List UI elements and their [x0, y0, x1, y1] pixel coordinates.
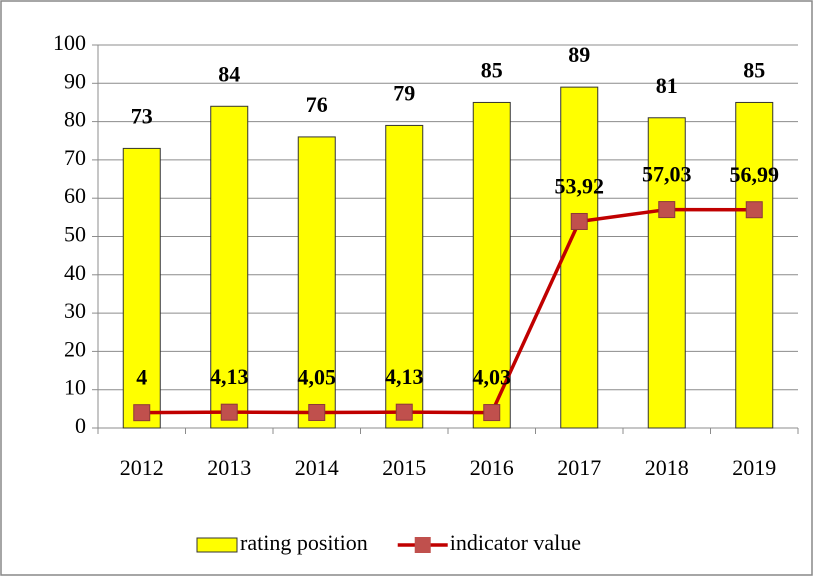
marker [570, 212, 588, 230]
bar [385, 124, 424, 429]
data-label: 4,05 [298, 365, 337, 390]
y-tick-label: 60 [64, 183, 86, 208]
data-label: 4 [136, 365, 147, 390]
x-tick-label: 2012 [120, 455, 164, 480]
bar [297, 136, 336, 429]
bar [560, 86, 599, 429]
y-tick-label: 50 [64, 222, 86, 247]
x-tick-label: 2014 [295, 455, 339, 480]
data-label: 85 [481, 57, 503, 82]
x-tick-label: 2016 [470, 455, 514, 480]
legend-marker [414, 537, 431, 553]
y-tick-label: 20 [64, 336, 86, 361]
y-tick-label: 0 [75, 413, 86, 438]
y-tick-label: 90 [64, 68, 86, 93]
data-label: 89 [568, 42, 590, 67]
x-tick-label: 2019 [732, 455, 776, 480]
data-label: 79 [393, 80, 415, 105]
data-label: 84 [218, 61, 240, 86]
legend-label: rating position [240, 530, 368, 555]
y-tick-label: 10 [64, 375, 86, 400]
x-tick-label: 2013 [207, 455, 251, 480]
data-label: 53,92 [555, 174, 605, 199]
y-tick-label: 100 [53, 30, 86, 55]
data-label: 4,13 [210, 364, 249, 389]
marker [395, 403, 413, 421]
x-tick-label: 2018 [645, 455, 689, 480]
bar [735, 101, 774, 429]
y-tick-label: 40 [64, 260, 86, 285]
data-label: 76 [306, 92, 328, 117]
marker [308, 403, 326, 421]
marker [483, 404, 501, 422]
y-tick-label: 80 [64, 107, 86, 132]
data-label: 81 [656, 73, 678, 98]
marker [745, 201, 763, 219]
legend-label: indicator value [450, 530, 581, 555]
bar [122, 147, 161, 429]
legend-swatch [196, 537, 238, 553]
data-label: 56,99 [730, 162, 780, 187]
bar [647, 117, 686, 429]
data-label: 57,03 [642, 162, 692, 187]
data-label: 4,03 [473, 365, 512, 390]
marker [133, 404, 151, 422]
x-tick-label: 2017 [557, 455, 601, 480]
marker [220, 403, 238, 421]
data-label: 73 [131, 103, 153, 128]
marker [658, 201, 676, 219]
y-tick-label: 30 [64, 298, 86, 323]
data-label: 4,13 [385, 364, 424, 389]
data-label: 85 [743, 57, 765, 82]
bar [472, 101, 511, 429]
x-tick-label: 2015 [382, 455, 426, 480]
line [141, 207, 755, 415]
y-tick-label: 70 [64, 145, 86, 170]
bar [210, 105, 249, 429]
